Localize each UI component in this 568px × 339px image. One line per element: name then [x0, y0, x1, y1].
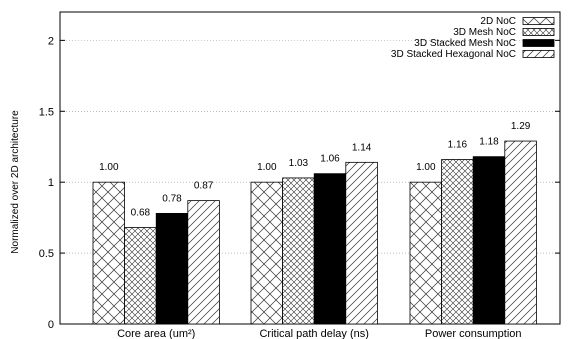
data-label: 1.00 [416, 162, 436, 173]
bar [313, 173, 347, 325]
legend-label: 2D NoC [480, 16, 516, 27]
y-tick-label: 1 [48, 177, 54, 189]
legend-swatch [522, 50, 555, 58]
y-tick-labels: 0 0.5 1 1.5 2 [39, 35, 54, 331]
bar [155, 212, 189, 325]
data-label: 0.87 [194, 181, 214, 192]
bars [92, 140, 537, 325]
bar [504, 140, 537, 325]
data-label: 1.29 [511, 121, 531, 132]
bar [282, 177, 315, 325]
category-label: Power consumption [425, 328, 522, 339]
bar [250, 181, 284, 325]
category-label: Critical path delay (ns) [259, 328, 368, 339]
bar [124, 227, 157, 325]
data-label: 1.14 [352, 142, 372, 153]
bar [409, 181, 443, 325]
bar [345, 161, 378, 325]
y-tick-label: 0 [48, 319, 54, 331]
legend-label: 3D Mesh NoC [453, 27, 516, 38]
legend-label: 3D Stacked Hexagonal NoC [391, 49, 516, 60]
legend-swatch [522, 17, 555, 25]
data-label: 1.03 [289, 158, 309, 169]
data-label: 1.06 [320, 154, 340, 165]
bar [472, 156, 506, 325]
legend-swatch [522, 28, 555, 36]
legend-swatch [522, 39, 555, 47]
data-label: 1.00 [99, 162, 119, 173]
category-labels: Core area (um²) Critical path delay (ns) P… [117, 328, 521, 339]
data-labels: 1.00 0.68 0.78 0.87 1.00 1.03 1.06 1.14 1.00 1.16… [99, 121, 531, 219]
data-label: 1.18 [479, 137, 499, 148]
y-tick-label: 0.5 [39, 248, 54, 260]
data-label: 0.68 [131, 208, 151, 219]
data-label: 0.78 [162, 193, 182, 204]
data-label: 1.16 [448, 139, 468, 150]
bar [441, 159, 474, 325]
data-label: 1.00 [257, 162, 277, 173]
y-tick-label: 1.5 [39, 106, 54, 118]
y-axis-label: Normalized over 2D architecture [10, 110, 21, 254]
legend-label: 3D Stacked Mesh NoC [414, 38, 516, 49]
y-tick-label: 2 [48, 35, 54, 47]
bar [187, 200, 220, 325]
bar [92, 181, 126, 325]
category-label: Core area (um²) [117, 328, 195, 339]
